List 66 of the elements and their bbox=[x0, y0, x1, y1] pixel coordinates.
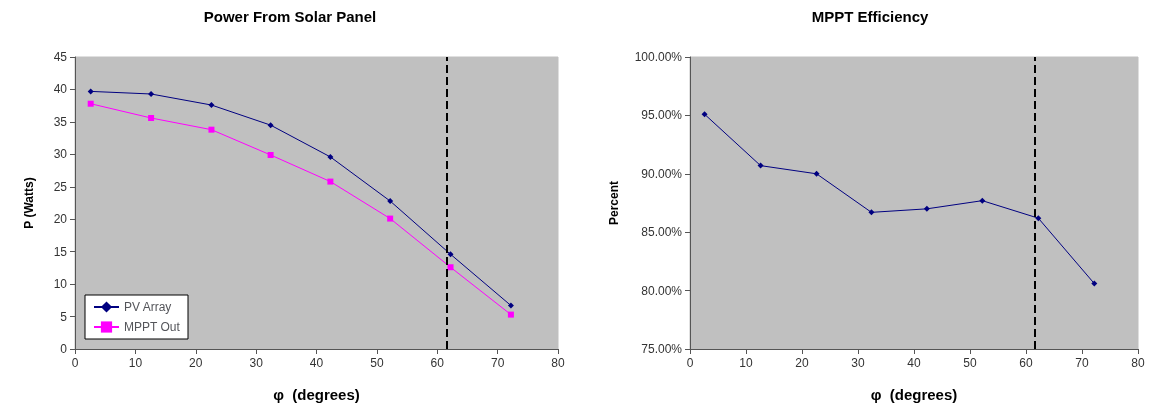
point bbox=[267, 122, 274, 129]
x-tick-label: 30 bbox=[249, 356, 264, 370]
point bbox=[757, 162, 764, 169]
x-tick-label: 10 bbox=[128, 356, 143, 370]
chart-title: Power From Solar Panel bbox=[203, 8, 377, 25]
x-tick-label: 40 bbox=[309, 356, 324, 370]
point bbox=[387, 215, 394, 222]
legend-label: PV Array bbox=[124, 300, 172, 314]
y-tick-label: 40 bbox=[53, 82, 68, 97]
y-tick-label: 75.00% bbox=[641, 342, 683, 356]
x-tick-label: 40 bbox=[907, 356, 921, 370]
point bbox=[813, 170, 820, 177]
point bbox=[148, 90, 155, 97]
y-tick-label: 45 bbox=[53, 50, 68, 64]
y-tick-label: 35 bbox=[53, 114, 68, 129]
point bbox=[868, 209, 875, 216]
point bbox=[148, 115, 155, 121]
y-tick-label: 5 bbox=[60, 309, 68, 324]
x-tick-label: 60 bbox=[430, 356, 445, 370]
point bbox=[507, 311, 514, 318]
point bbox=[87, 100, 94, 107]
point bbox=[447, 264, 454, 271]
chart-title: MPPT Efficiency bbox=[811, 8, 929, 25]
x-tick-label: 0 bbox=[71, 356, 79, 370]
x-tick-label: 50 bbox=[963, 356, 977, 370]
x-tick-label: 10 bbox=[739, 356, 753, 370]
y-tick-label: 90.00% bbox=[641, 166, 683, 181]
y-tick-label: 10 bbox=[53, 277, 68, 292]
y-tick-label: 85.00% bbox=[641, 225, 683, 240]
x-tick-label: 70 bbox=[490, 356, 505, 370]
y-tick-label: 20 bbox=[53, 212, 68, 227]
point bbox=[327, 178, 334, 185]
x-tick-label: 60 bbox=[1019, 356, 1033, 370]
point bbox=[923, 205, 930, 212]
y-tick-label: 30 bbox=[53, 147, 68, 162]
x-axis-title: φ (degrees) bbox=[273, 386, 360, 403]
y-tick-label: 80.00% bbox=[641, 283, 683, 298]
point bbox=[208, 102, 215, 109]
y-axis-title: Percent bbox=[607, 180, 621, 226]
point bbox=[447, 251, 454, 258]
x-tick-label: 30 bbox=[851, 356, 865, 370]
y-axis-title: P (Watts) bbox=[22, 177, 36, 229]
y-tick-label: 100.00% bbox=[634, 50, 683, 64]
x-tick-label: 20 bbox=[795, 356, 809, 370]
x-tick-label: 80 bbox=[551, 356, 565, 370]
point bbox=[979, 197, 986, 204]
x-tick-label: 50 bbox=[370, 356, 384, 370]
point bbox=[387, 198, 394, 205]
y-tick-label: 15 bbox=[53, 244, 68, 259]
x-tick-label: 70 bbox=[1075, 356, 1089, 370]
point bbox=[507, 302, 514, 309]
x-tick-label: 80 bbox=[1131, 356, 1145, 370]
point bbox=[1035, 215, 1042, 222]
y-tick-label: 0 bbox=[60, 342, 68, 356]
point bbox=[267, 151, 274, 158]
point bbox=[87, 88, 94, 95]
x-axis-title: φ (degrees) bbox=[870, 386, 958, 403]
x-tick-label: 0 bbox=[686, 356, 694, 370]
y-tick-label: 95.00% bbox=[641, 108, 683, 123]
point bbox=[701, 111, 708, 118]
x-tick-label: 20 bbox=[189, 356, 203, 370]
point bbox=[1091, 280, 1098, 287]
point bbox=[327, 153, 334, 160]
point bbox=[208, 126, 215, 133]
y-tick-label: 25 bbox=[53, 179, 68, 194]
legend-label: MPPT Out bbox=[124, 320, 181, 334]
